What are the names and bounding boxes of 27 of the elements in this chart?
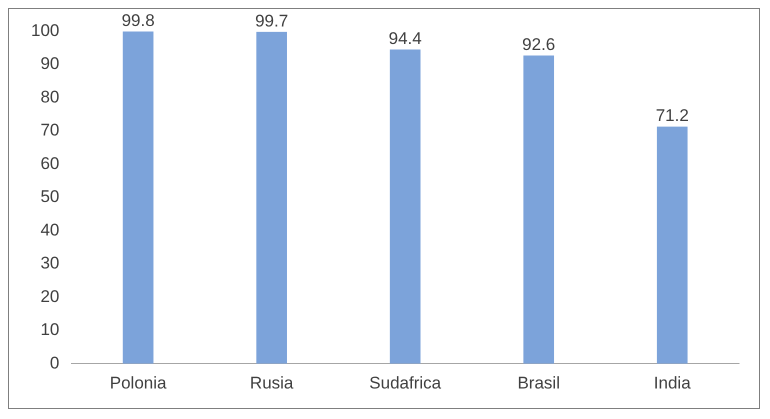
bar <box>256 32 287 364</box>
x-tick-label: Brasil <box>517 373 560 392</box>
y-tick-label: 80 <box>40 87 60 106</box>
y-tick-label: 70 <box>40 120 60 140</box>
x-tick-label: Sudafrica <box>369 373 442 392</box>
x-tick-label: Polonia <box>110 373 168 392</box>
y-tick-label: 60 <box>40 154 60 173</box>
y-tick-label: 0 <box>50 353 60 372</box>
data-label: 99.8 <box>122 11 155 30</box>
bar <box>122 32 154 364</box>
data-label: 92.6 <box>522 34 556 54</box>
y-tick-label: 90 <box>40 54 60 74</box>
y-tick-label: 100 <box>30 20 60 40</box>
y-tick-label: 40 <box>40 220 60 240</box>
bar <box>523 55 554 364</box>
data-label: 94.4 <box>388 29 422 48</box>
y-tick-label: 30 <box>40 254 60 273</box>
y-tick-label: 10 <box>40 320 60 340</box>
y-tick-label: 50 <box>40 187 60 206</box>
x-tick-label: India <box>654 373 692 392</box>
bar <box>390 49 421 364</box>
data-label: 71.2 <box>656 106 689 126</box>
bar <box>656 126 688 364</box>
data-label: 99.7 <box>255 11 288 30</box>
y-tick-label: 20 <box>40 286 60 306</box>
chart-frame: Polonia Rusia Sudafrica Brasil India 0 10 20 30 40 50 60 70 80 90 100 99.8 99.7 94.4 92.6 71.2 <box>8 8 760 409</box>
x-tick-label: Rusia <box>250 373 294 392</box>
